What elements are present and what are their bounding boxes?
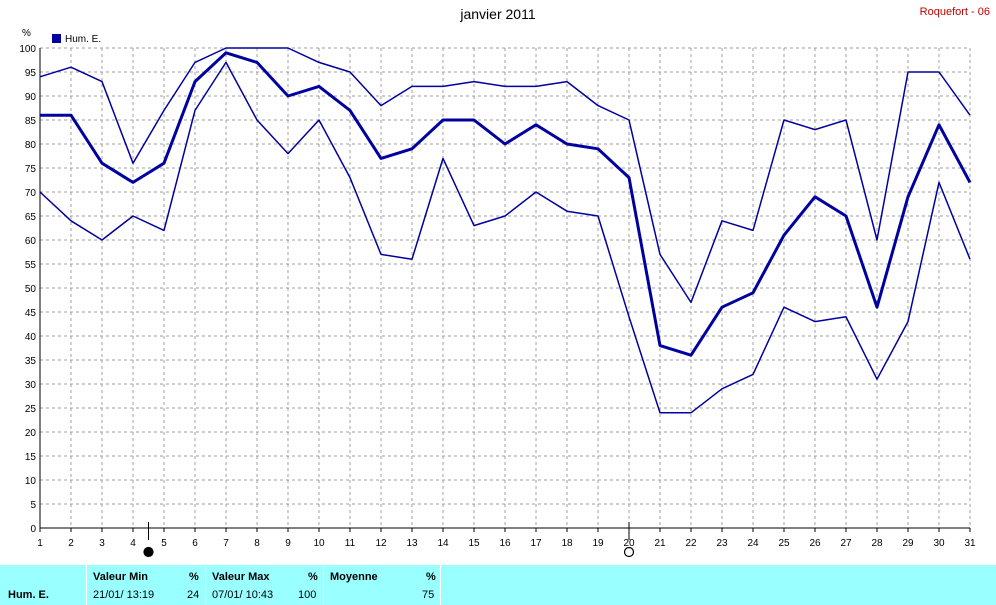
summary-separator — [86, 565, 87, 605]
x-tick-label: 24 — [747, 538, 759, 549]
chart-title: janvier 2011 — [460, 6, 536, 22]
y-tick-label: 35 — [25, 356, 37, 367]
y-tick-label: 10 — [25, 476, 37, 487]
summary-bar: Hum. E. Valeur Min % 21/01/ 13:19 24 Val… — [0, 565, 996, 605]
moon-phases — [143, 522, 635, 558]
x-tick-label: 19 — [592, 538, 604, 549]
x-tick-label: 15 — [468, 538, 480, 549]
y-unit-label: % — [22, 28, 31, 39]
summary-avg-value: 75 — [422, 589, 435, 601]
humidity-chart: 0510152025303540455055606570758085909510… — [19, 28, 976, 558]
summary-min-unit: % — [189, 571, 199, 583]
chart-axes: 0510152025303540455055606570758085909510… — [19, 44, 976, 549]
x-tick-label: 31 — [964, 538, 976, 549]
x-tick-label: 11 — [345, 538, 356, 549]
summary-separator — [323, 565, 324, 605]
x-tick-label: 28 — [871, 538, 883, 549]
summary-row-label-cell: Hum. E. — [0, 565, 86, 605]
series-line-min — [39, 61, 971, 414]
x-tick-label: 27 — [840, 538, 852, 549]
y-tick-label: 20 — [25, 428, 37, 439]
x-tick-label: 26 — [809, 538, 821, 549]
legend-swatch — [52, 34, 61, 43]
x-tick-label: 18 — [561, 538, 573, 549]
x-tick-label: 13 — [406, 538, 418, 549]
y-tick-label: 90 — [25, 92, 37, 103]
summary-avg-header: Moyenne — [330, 571, 378, 583]
x-tick-label: 4 — [130, 538, 136, 549]
legend-label: Hum. E. — [65, 34, 101, 45]
summary-max-date: 07/01/ 10:43 — [212, 589, 274, 601]
x-tick-label: 3 — [99, 538, 105, 549]
summary-min-date: 21/01/ 13:19 — [93, 589, 155, 601]
x-tick-label: 12 — [375, 538, 387, 549]
x-tick-label: 7 — [223, 538, 229, 549]
y-tick-label: 55 — [25, 260, 37, 271]
x-tick-label: 16 — [499, 538, 511, 549]
summary-separator — [205, 565, 206, 605]
y-tick-label: 0 — [30, 524, 36, 535]
y-tick-label: 70 — [25, 188, 37, 199]
summary-min-header: Valeur Min — [93, 571, 149, 583]
chart-legend: Hum. E. — [52, 34, 101, 45]
x-tick-label: 14 — [437, 538, 449, 549]
y-tick-label: 85 — [25, 116, 37, 127]
y-tick-label: 15 — [25, 452, 37, 463]
x-tick-label: 25 — [778, 538, 790, 549]
x-tick-label: 23 — [716, 538, 728, 549]
y-tick-label: 30 — [25, 380, 37, 391]
new-moon-icon — [623, 546, 635, 558]
summary-min-value: 24 — [187, 589, 200, 601]
x-tick-label: 29 — [902, 538, 914, 549]
y-tick-label: 50 — [25, 284, 37, 295]
full-moon-icon — [143, 546, 154, 558]
x-tick-label: 1 — [37, 538, 43, 549]
summary-avg-unit: % — [426, 571, 436, 583]
y-tick-label: 65 — [25, 212, 37, 223]
x-tick-label: 22 — [685, 538, 697, 549]
station-name: Roquefort - 06 — [919, 6, 990, 18]
y-tick-label: 95 — [25, 68, 37, 79]
summary-row-label: Hum. E. — [8, 589, 49, 601]
x-tick-label: 20 — [623, 538, 635, 549]
x-tick-label: 5 — [161, 538, 167, 549]
summary-separator — [440, 565, 441, 605]
summary-max-value: 100 — [298, 589, 317, 601]
x-tick-label: 30 — [933, 538, 945, 549]
x-tick-label: 9 — [285, 538, 291, 549]
y-tick-label: 60 — [25, 236, 37, 247]
y-tick-label: 80 — [25, 140, 37, 151]
y-tick-label: 75 — [25, 164, 37, 175]
summary-max-cell: Valeur Max % 07/01/ 10:43 100 — [206, 565, 322, 605]
summary-max-header: Valeur Max — [212, 571, 270, 583]
summary-max-unit: % — [308, 571, 318, 583]
series-line-mean — [40, 51, 972, 357]
summary-avg-cell: Moyenne % 75 — [324, 565, 440, 605]
y-tick-label: 5 — [30, 500, 36, 511]
y-tick-label: 100 — [19, 44, 36, 55]
y-tick-label: 45 — [25, 308, 37, 319]
x-tick-label: 17 — [530, 538, 542, 549]
summary-min-cell: Valeur Min % 21/01/ 13:19 24 — [87, 565, 205, 605]
y-tick-label: 40 — [25, 332, 37, 343]
y-tick-label: 25 — [25, 404, 37, 415]
chart-series — [39, 47, 972, 414]
x-tick-label: 8 — [254, 538, 260, 549]
x-tick-label: 2 — [68, 538, 74, 549]
x-tick-label: 6 — [192, 538, 198, 549]
x-tick-label: 21 — [654, 538, 666, 549]
series-line-max — [39, 47, 971, 304]
x-tick-label: 10 — [313, 538, 325, 549]
